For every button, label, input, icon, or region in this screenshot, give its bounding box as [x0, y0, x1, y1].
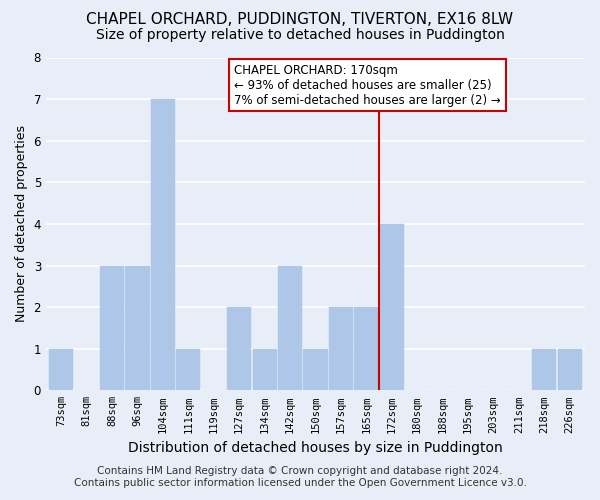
Text: Size of property relative to detached houses in Puddington: Size of property relative to detached ho… — [95, 28, 505, 42]
Y-axis label: Number of detached properties: Number of detached properties — [15, 126, 28, 322]
Text: CHAPEL ORCHARD: 170sqm
← 93% of detached houses are smaller (25)
7% of semi-deta: CHAPEL ORCHARD: 170sqm ← 93% of detached… — [234, 64, 501, 106]
Bar — [253, 348, 277, 391]
Bar — [329, 307, 353, 390]
X-axis label: Distribution of detached houses by size in Puddington: Distribution of detached houses by size … — [128, 441, 503, 455]
Bar — [304, 348, 328, 391]
Bar — [151, 99, 175, 390]
Bar — [532, 348, 556, 391]
Bar — [176, 348, 200, 391]
Bar — [278, 266, 302, 390]
Bar — [354, 307, 379, 390]
Bar — [125, 266, 149, 390]
Bar — [557, 348, 582, 391]
Text: Contains HM Land Registry data © Crown copyright and database right 2024.
Contai: Contains HM Land Registry data © Crown c… — [74, 466, 526, 487]
Bar — [100, 266, 124, 390]
Text: CHAPEL ORCHARD, PUDDINGTON, TIVERTON, EX16 8LW: CHAPEL ORCHARD, PUDDINGTON, TIVERTON, EX… — [86, 12, 514, 28]
Bar — [380, 224, 404, 390]
Bar — [227, 307, 251, 390]
Bar — [49, 348, 73, 391]
